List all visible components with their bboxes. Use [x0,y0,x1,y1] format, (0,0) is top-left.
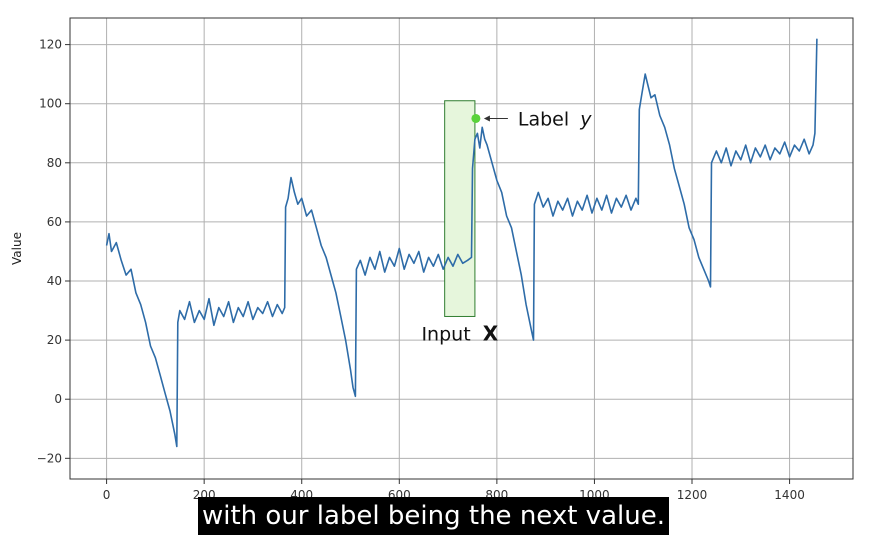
plot-frame [69,17,854,480]
label-point-word: Label [518,108,569,130]
input-window-label-symbol: X [483,321,499,345]
video-caption: with our label being the next value. [198,497,669,535]
label-arrow-head [483,115,490,122]
label-point-symbol: y [579,108,592,130]
y-tick-label: 120 [39,38,62,52]
y-tick-label: 40 [47,274,62,288]
y-tick-label: 20 [47,333,62,347]
y-tick-label: 80 [47,156,62,170]
tick-labels: 0 200 400 600 800 1000 1200 1400−20020406080100… [37,38,805,502]
input-window-label-text: Input [421,323,470,345]
y-tick-label: −20 [37,451,62,465]
x-tick-label: 0 [103,488,111,502]
x-tick-label: 1400 [774,488,805,502]
series-group [105,38,818,448]
y-axis-label: Value [10,232,24,265]
annotation-group [471,113,508,123]
input-window-group [444,100,476,317]
input-window-label: Input X [421,321,498,345]
series-line-0 [105,38,818,448]
y-tick-label: 60 [47,215,62,229]
x-tick-label: 1200 [677,488,708,502]
label-point-text: Label y [518,108,592,130]
y-tick-label: 100 [39,97,62,111]
y-tick-label: 0 [54,392,62,406]
input-window-box [444,100,476,317]
label-point-marker [471,113,481,123]
